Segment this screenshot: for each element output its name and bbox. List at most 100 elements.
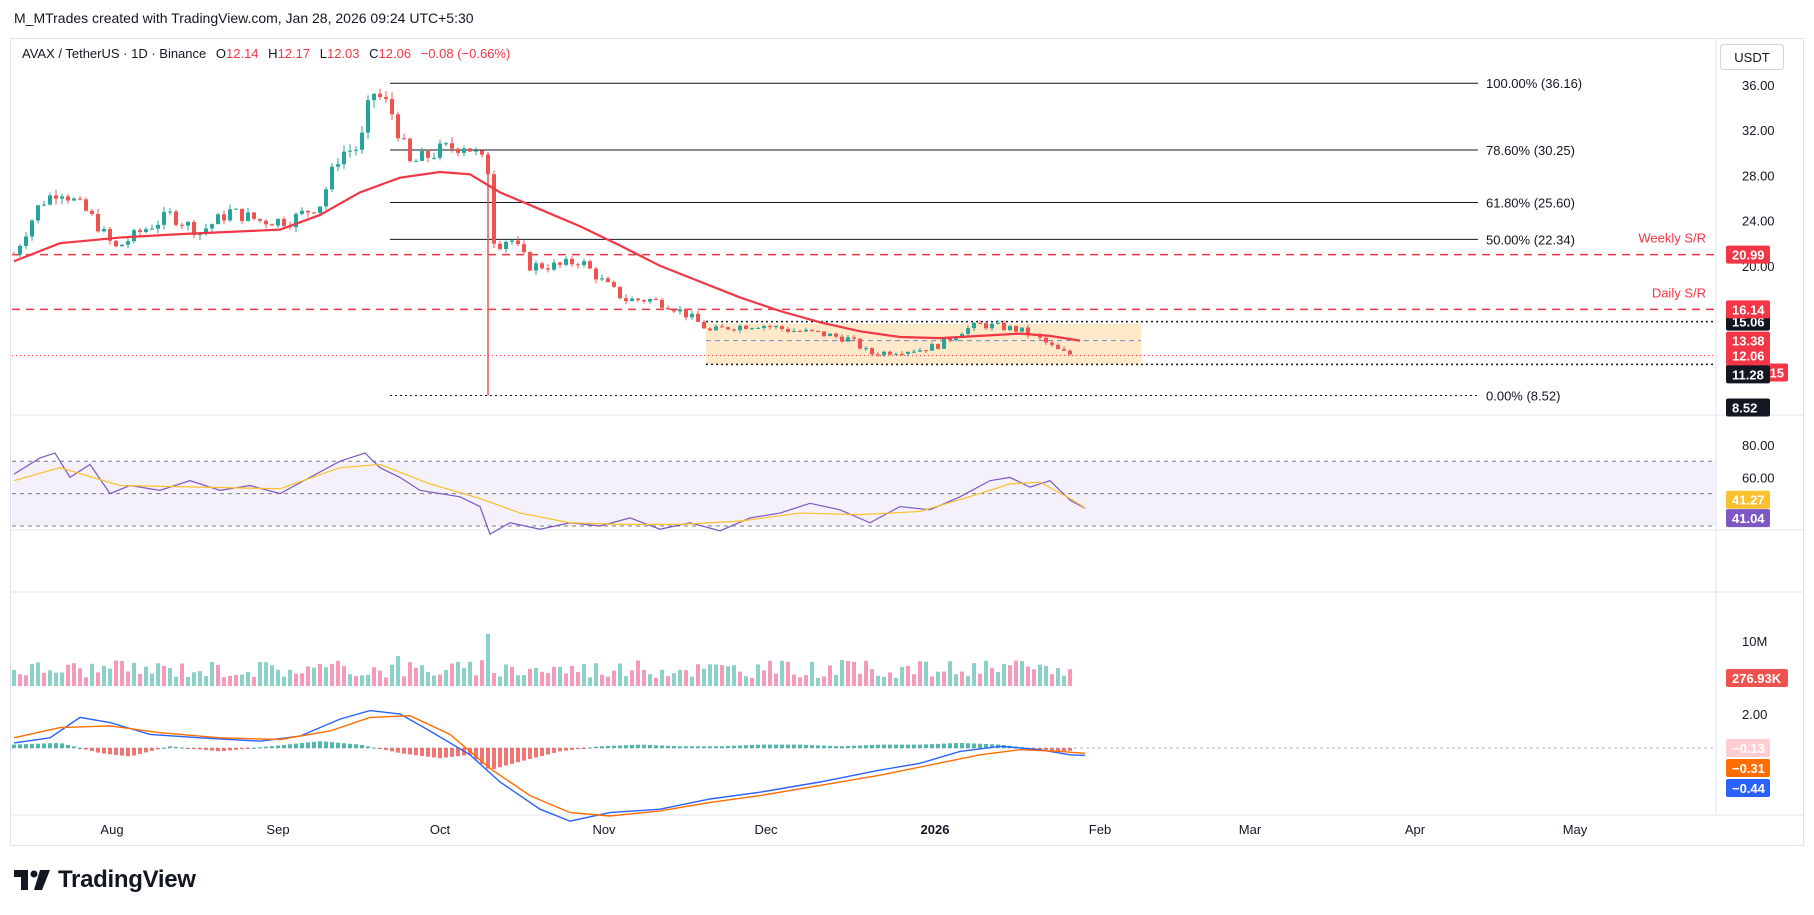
macd-hist-bar [516, 748, 520, 763]
macd-hist-bar [12, 744, 16, 748]
tradingview-brand: TradingView [58, 866, 196, 893]
candle-body [216, 214, 220, 225]
candle-body [366, 100, 370, 133]
tradingview-logo[interactable]: TradingView [14, 866, 196, 894]
volume-bar [540, 671, 544, 686]
macd-hist-bar [228, 748, 232, 751]
volume-bar [498, 676, 502, 686]
macd-hist-bar [168, 746, 172, 748]
macd-hist-bar [1062, 748, 1066, 752]
currency-button[interactable]: USDT [1720, 44, 1784, 70]
candle-body [978, 322, 982, 324]
macd-hist-bar [54, 743, 58, 748]
volume-bar [1020, 661, 1024, 686]
candle-body [492, 174, 496, 244]
volume-bar [834, 674, 838, 686]
volume-bar [558, 666, 562, 686]
symbol-legend[interactable]: AVAX / TetherUS · 1D · Binance O12.14 H1… [22, 46, 510, 61]
candle-body [114, 240, 118, 247]
macd-hist-bar [726, 745, 730, 748]
candle-body [246, 212, 250, 221]
rsi-axis-tick-label: 60.00 [1742, 470, 1775, 485]
volume-bar [768, 660, 772, 686]
volume-bar [762, 670, 766, 686]
sr-price-badge [1726, 245, 1770, 264]
volume-bar [696, 664, 700, 686]
volume-bar [804, 675, 808, 686]
macd-hist-bar [708, 746, 712, 748]
low-value: 12.03 [326, 46, 360, 61]
candle-body [426, 151, 430, 158]
macd-hist-bar [486, 748, 490, 769]
candle-body [504, 241, 508, 250]
macd-hist-bar [60, 743, 64, 748]
volume-bar [606, 676, 610, 686]
volume-bar [918, 661, 922, 686]
volume-bar [240, 674, 244, 686]
volume-bar [948, 661, 952, 686]
candle-body [360, 132, 364, 150]
candle-body [438, 143, 442, 158]
volume-bar [744, 676, 748, 686]
candle-body [522, 244, 526, 253]
macd-hist-bar [186, 748, 190, 749]
macd-hist-bar [660, 745, 664, 748]
volume-bar [858, 673, 862, 686]
macd-hist-bar [534, 748, 538, 758]
fib-level-label: 61.80% (25.60) [1486, 196, 1575, 211]
candle-body [498, 243, 502, 250]
macd-hist-bar [954, 743, 958, 748]
candle-body [888, 351, 892, 355]
macd-hist-bar [930, 744, 934, 748]
candle-body [558, 262, 562, 265]
volume-bar [444, 669, 448, 686]
volume-bar [816, 677, 820, 686]
macd-badge [1726, 759, 1770, 777]
candle-body [570, 258, 574, 265]
volume-bar [732, 665, 736, 686]
volume-bar [102, 666, 106, 686]
macd-hist-bar [432, 748, 436, 758]
candle-body [84, 199, 88, 211]
volume-bar [210, 661, 214, 686]
signal-line [13, 714, 1086, 817]
candle-body [846, 337, 850, 342]
macd-hist-bar [684, 746, 688, 748]
macd-hist-bar [810, 745, 814, 748]
candle-body [414, 160, 418, 162]
volume-bar [570, 665, 574, 686]
open-label: O [215, 46, 226, 61]
candle-body [168, 211, 172, 213]
sr-level-label: Daily S/R [1652, 285, 1706, 300]
macd-hist-bar [354, 744, 358, 748]
volume-bar [450, 663, 454, 686]
rsi-badge [1726, 509, 1770, 528]
symbol-name[interactable]: AVAX / TetherUS · 1D · Binance [22, 46, 207, 61]
macd-hist-bar [624, 745, 628, 748]
close-value: 12.06 [378, 46, 412, 61]
volume-bar [348, 674, 352, 686]
volume-bar [996, 672, 1000, 686]
chart-author-header: M_MTrades created with TradingView.com, … [14, 10, 474, 26]
macd-hist-bar [438, 748, 442, 759]
macd-hist-bar [840, 746, 844, 748]
candle-body [72, 198, 76, 201]
macd-hist-bar [870, 744, 874, 748]
macd-hist-bar [948, 743, 952, 748]
macd-hist-bar [894, 744, 898, 748]
macd-hist-bar [846, 745, 850, 748]
macd-line [13, 709, 1086, 822]
macd-badge [1726, 739, 1770, 757]
candle-body [90, 210, 94, 214]
volume-bar [384, 677, 388, 686]
time-axis-label: Apr [1405, 822, 1426, 837]
volume-bar [510, 666, 514, 686]
close-label: C [369, 46, 379, 61]
volume-bar [126, 671, 130, 686]
macd-hist-bar [414, 748, 418, 756]
volume-bar [936, 671, 940, 686]
macd-hist-bar [798, 744, 802, 748]
candle-body [60, 196, 64, 199]
volume-bar [468, 661, 472, 686]
